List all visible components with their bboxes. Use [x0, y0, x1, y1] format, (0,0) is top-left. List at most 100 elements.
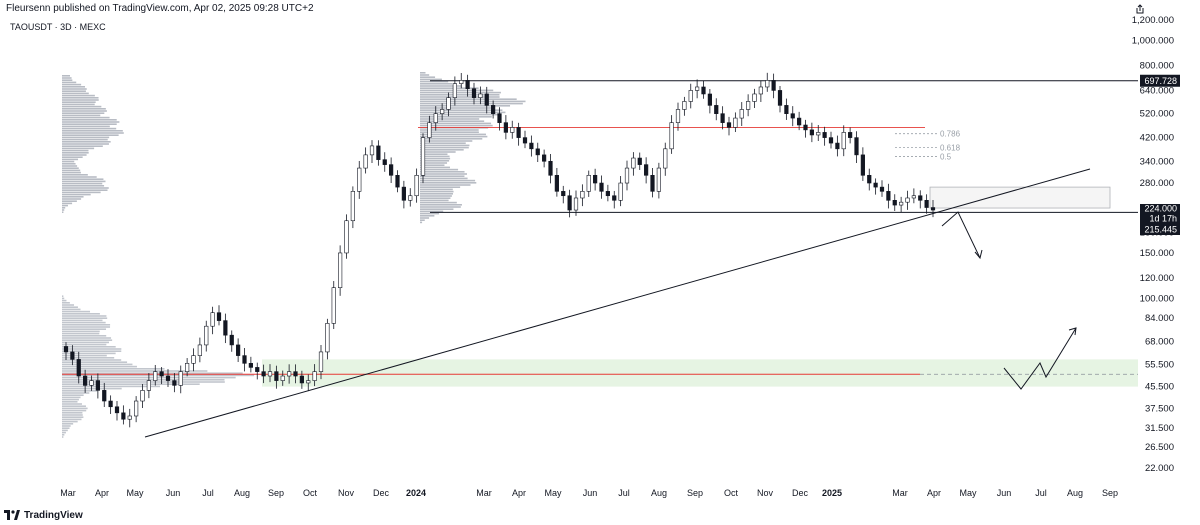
brand-text: TradingView [24, 509, 83, 521]
profile-bar [62, 423, 74, 425]
profile-bar [420, 215, 435, 217]
profile-bar [62, 361, 128, 363]
profile-bar [62, 302, 70, 304]
candle [274, 365, 279, 389]
x-tick-label: 2025 [822, 488, 842, 498]
candle-body [886, 191, 891, 201]
candle-body [567, 195, 572, 211]
candle-body [637, 157, 642, 165]
candle [503, 115, 508, 140]
candle-body [363, 154, 368, 169]
price-label-text: 215.445 [1144, 225, 1177, 235]
publisher-line: Fleursenn published on TradingView.com, … [6, 3, 314, 14]
candle-body [350, 191, 355, 222]
profile-bar [62, 350, 122, 352]
candle [899, 196, 904, 213]
candle-body [522, 137, 528, 144]
candle-body [242, 355, 247, 364]
profile-bar [420, 190, 454, 193]
y-tick-label: 22.000 [1145, 463, 1174, 474]
candle-body [644, 164, 649, 176]
candle-body [573, 197, 579, 211]
candle [701, 80, 706, 99]
candle [529, 135, 534, 157]
profile-bar [420, 94, 500, 96]
profile-bar [62, 119, 117, 121]
profile-bar [62, 381, 225, 383]
candle [720, 106, 725, 130]
candle-body [758, 86, 763, 95]
candle [350, 186, 355, 229]
x-tick-label: Aug [1067, 488, 1083, 498]
x-tick-label: Dec [373, 488, 390, 498]
profile-bar [62, 319, 103, 322]
profile-bar [62, 431, 66, 434]
x-tick-label: May [959, 488, 977, 498]
profile-bar [420, 74, 430, 76]
candle [452, 76, 457, 106]
candle [471, 82, 477, 105]
candle-body [669, 122, 674, 150]
profile-bar [420, 206, 461, 208]
candle [860, 147, 865, 181]
fib-label: 0.618 [940, 143, 961, 152]
candle [427, 115, 432, 143]
profile-bar [62, 92, 89, 95]
candle-body [599, 182, 604, 192]
candle-body [197, 344, 202, 356]
profile-bar [62, 332, 100, 335]
profile-bar [420, 107, 494, 109]
candle [395, 170, 400, 193]
candle-body [561, 191, 566, 197]
candle-body [427, 122, 432, 138]
candle-body [771, 80, 776, 91]
y-tick-label: 1,000.000 [1132, 35, 1174, 46]
candle [797, 111, 802, 131]
profile-bar [62, 434, 65, 436]
candle-body [720, 113, 725, 123]
candle [675, 102, 681, 131]
candle [644, 157, 649, 184]
candle [631, 152, 636, 176]
candle [758, 80, 763, 102]
candle-body [223, 320, 228, 336]
tradingview-brand[interactable]: TradingView [4, 508, 83, 522]
profile-bar [62, 105, 102, 108]
profile-bar [62, 385, 161, 388]
profile-bar [420, 188, 453, 191]
candle-body [580, 191, 585, 199]
candle [669, 115, 674, 154]
candle-body [191, 355, 196, 364]
profile-bar [62, 136, 110, 139]
candle-body [484, 93, 489, 106]
profile-bar [62, 86, 86, 88]
profile-bar [420, 144, 470, 147]
price-label-text: 697.728 [1144, 76, 1177, 86]
candle-body [248, 363, 253, 368]
profile-bar [62, 409, 87, 412]
profile-bar [62, 196, 84, 198]
candle-body [389, 164, 394, 176]
candle [771, 73, 776, 99]
profile-bar [62, 418, 82, 421]
candle-body [293, 371, 298, 377]
candle [790, 106, 795, 127]
profile-bar [62, 176, 97, 178]
share-icon[interactable] [1135, 4, 1145, 14]
profile-bar [62, 167, 79, 169]
candle [255, 362, 260, 380]
candle [746, 94, 751, 117]
bullish-arrow-head [1068, 327, 1077, 336]
profile-bar [420, 80, 449, 83]
profile-bar [62, 101, 96, 103]
candle-body [682, 101, 687, 110]
x-tick-label: Jul [618, 488, 630, 498]
profile-bar [420, 164, 445, 166]
profile-bar [62, 317, 108, 319]
candle-body [739, 109, 744, 119]
candle [580, 184, 585, 207]
x-tick-label: Aug [651, 488, 667, 498]
candle-body [102, 390, 107, 402]
candle-body [440, 109, 445, 114]
